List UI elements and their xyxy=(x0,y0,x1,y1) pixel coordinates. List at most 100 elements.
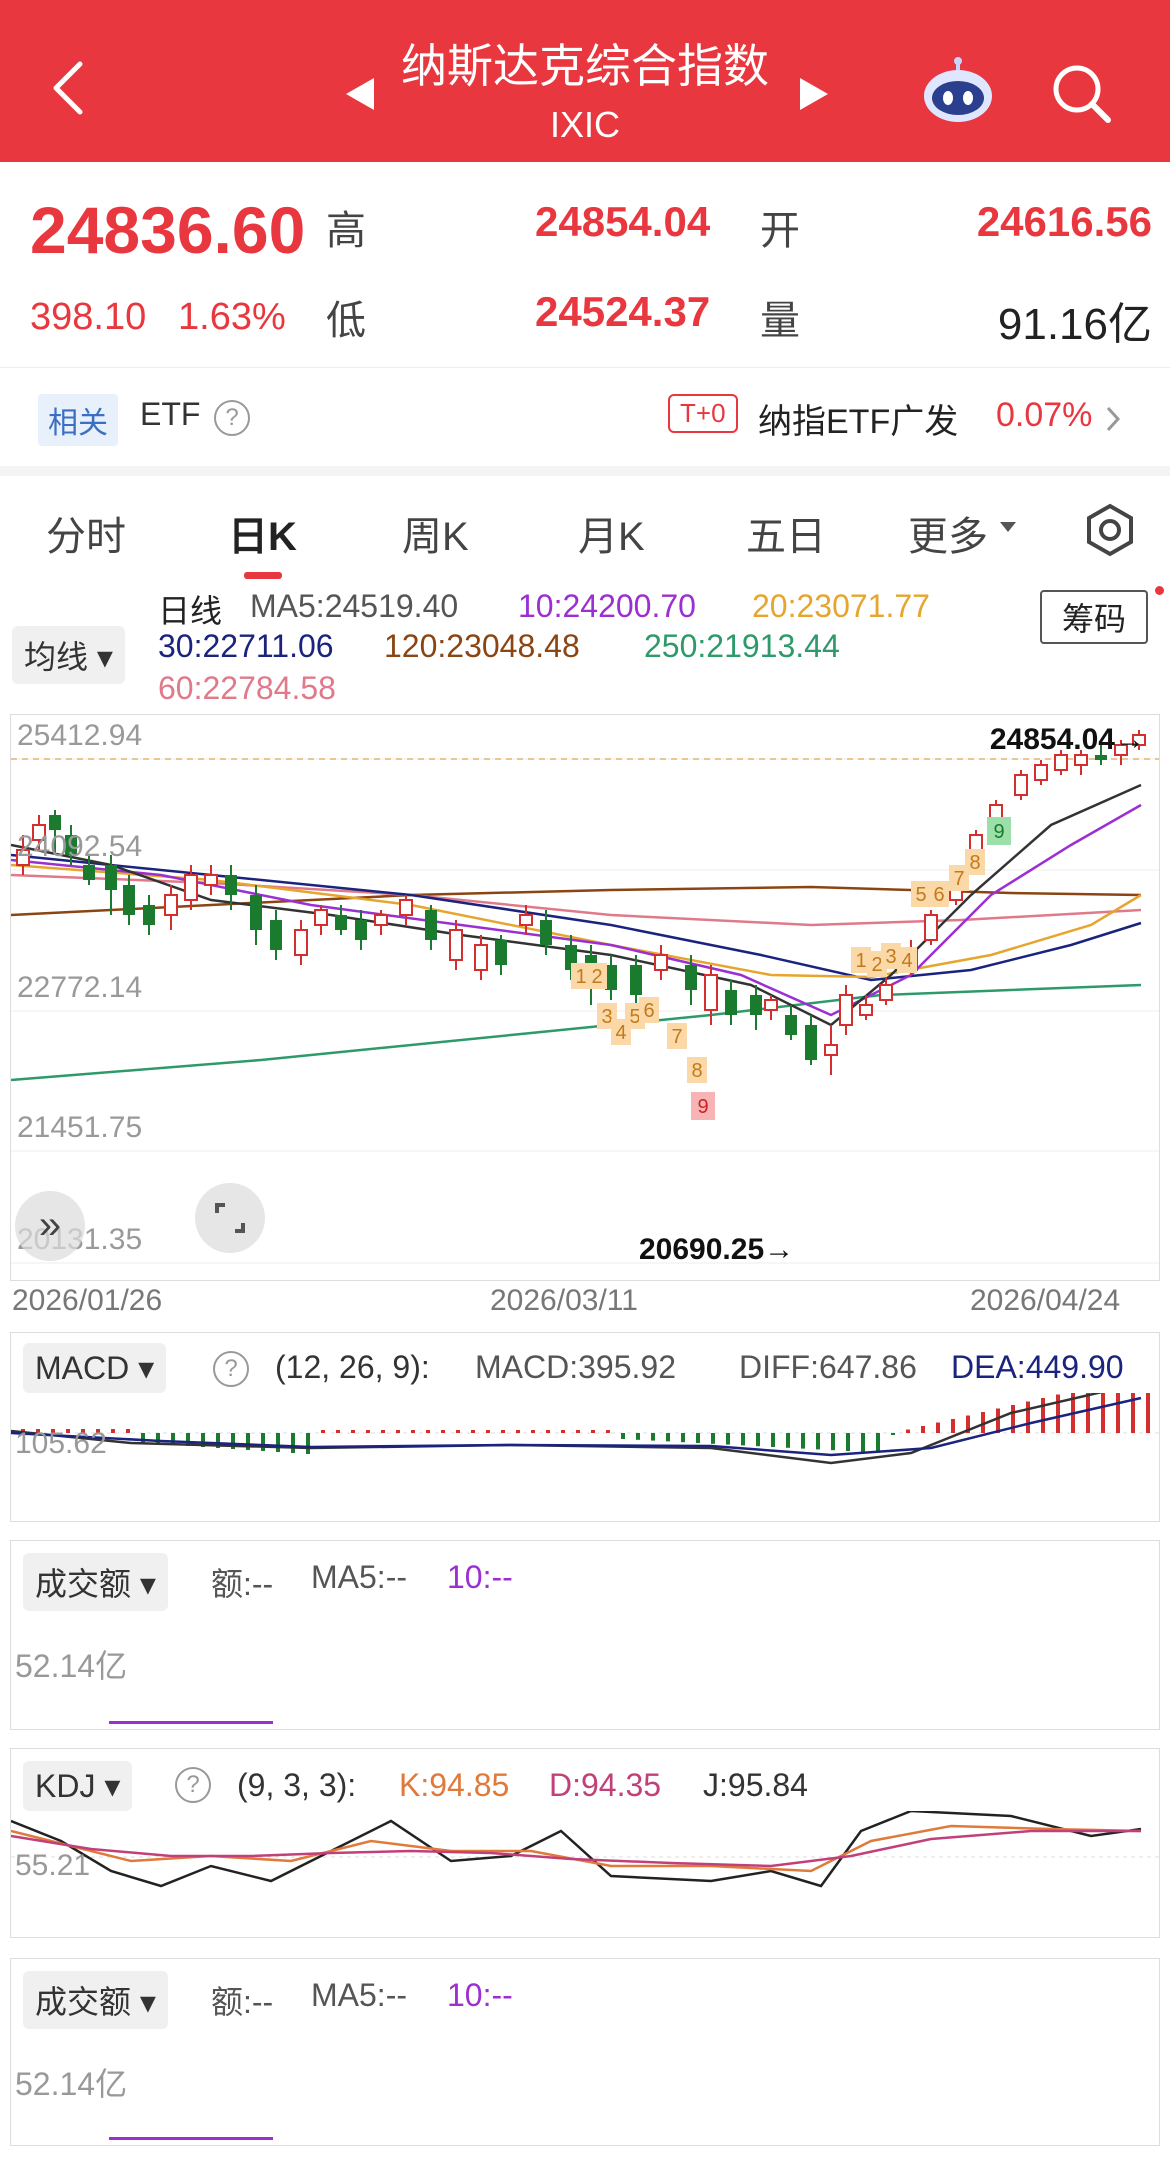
candle-body xyxy=(83,865,95,880)
tab-more[interactable]: 更多 xyxy=(908,515,988,559)
turnover-selector[interactable]: 成交额 ▾ xyxy=(23,1971,168,2029)
page-subtitle: IXIC xyxy=(549,104,620,145)
candle-body xyxy=(143,905,155,925)
macd-bar xyxy=(156,1433,160,1444)
macd-bar xyxy=(816,1433,820,1450)
candle-body xyxy=(123,885,135,915)
turnover-amount: 额:-- xyxy=(211,1566,274,1602)
tab-five-day[interactable]: 五日 xyxy=(746,515,826,559)
robot-icon[interactable] xyxy=(918,56,998,126)
macd-panel[interactable]: MACD ▾ ? (12, 26, 9): MACD:395.92 DIFF:6… xyxy=(10,1332,1160,1522)
macd-bar xyxy=(651,1433,655,1441)
price-change: 398.10 xyxy=(30,296,147,338)
macd-bar xyxy=(771,1433,775,1447)
help-icon[interactable]: ? xyxy=(213,1351,249,1387)
help-icon[interactable]: ? xyxy=(214,400,250,436)
macd-selector[interactable]: MACD ▾ xyxy=(23,1343,167,1393)
macd-bar xyxy=(36,1429,40,1433)
fullscreen-icon[interactable] xyxy=(195,1183,265,1253)
period-tabs: 分时 日K 周K 月K 五日 更多 xyxy=(0,476,1170,586)
chevron-left-icon[interactable] xyxy=(48,58,88,118)
td-count-label: 3 xyxy=(885,946,896,968)
search-icon[interactable] xyxy=(1050,62,1114,126)
turnover-selector[interactable]: 成交额 ▾ xyxy=(23,1553,168,1611)
triangle-left-icon[interactable] xyxy=(342,74,378,114)
expand-icon[interactable]: » xyxy=(15,1191,85,1261)
candle-body xyxy=(250,895,262,930)
candle-body xyxy=(704,974,718,1011)
macd-selector-label: MACD xyxy=(35,1350,130,1386)
macd-bar xyxy=(411,1430,415,1433)
macd-bar xyxy=(636,1433,640,1440)
macd-bar xyxy=(276,1433,280,1452)
related-etf-bar[interactable]: 相关 ETF ? T+0 纳指ETF广发 0.07% xyxy=(0,367,1170,466)
page-title: 纳斯达克综合指数 xyxy=(401,40,769,92)
macd-bar xyxy=(1086,1393,1090,1433)
volume-value: 91.16亿 xyxy=(997,300,1152,349)
turnover-axis-label: 52.14亿 xyxy=(15,1648,128,1684)
candle-body xyxy=(1014,774,1028,796)
triangle-right-icon[interactable] xyxy=(796,74,832,114)
macd-bar xyxy=(141,1433,145,1443)
macd-bar xyxy=(846,1433,850,1451)
macd-bar xyxy=(981,1412,985,1433)
macd-bar xyxy=(306,1433,310,1454)
macd-bar xyxy=(876,1433,880,1453)
candle-body xyxy=(805,1025,817,1060)
td-count-box xyxy=(667,1023,687,1049)
d-value: D:94.35 xyxy=(549,1767,662,1803)
ma20-value: 20:23071.77 xyxy=(752,588,930,624)
candle-body xyxy=(839,994,853,1026)
macd-bar xyxy=(66,1429,70,1433)
ma20-line xyxy=(11,863,1142,979)
kdj-selector[interactable]: KDJ ▾ xyxy=(23,1761,133,1811)
candle-body xyxy=(1034,764,1048,781)
td-count-box xyxy=(571,963,591,989)
fund-name[interactable]: 纳指ETF广发 xyxy=(758,403,959,441)
etf-label: ETF xyxy=(140,396,201,432)
td-count-label: 6 xyxy=(933,884,944,906)
macd-bar xyxy=(471,1430,475,1433)
caret-down-icon xyxy=(1000,522,1016,532)
tab-weekly-k[interactable]: 周K xyxy=(402,515,469,559)
macd-bar xyxy=(1041,1398,1045,1433)
ma-selector[interactable]: 均线 ▾ xyxy=(12,626,125,684)
candle-body xyxy=(449,929,463,961)
ma250-value: 250:21913.44 xyxy=(644,628,840,664)
macd-bar xyxy=(1011,1405,1015,1433)
macd-bar xyxy=(966,1415,970,1433)
turnover-panel[interactable]: 成交额 ▾ 额:-- MA5:-- 10:-- 52.14亿 xyxy=(10,1540,1160,1730)
td-count-label: 4 xyxy=(615,1022,626,1044)
turnover-panel[interactable]: 成交额 ▾ 额:-- MA5:-- 10:-- 52.14亿 xyxy=(10,1958,1160,2146)
tab-daily-k[interactable]: 日K xyxy=(228,515,297,559)
dea-value: DEA:449.90 xyxy=(951,1349,1124,1385)
chips-button[interactable]: 筹码 xyxy=(1040,590,1149,644)
settings-icon[interactable] xyxy=(1082,502,1138,558)
dea-line xyxy=(11,1396,1142,1457)
macd-bar xyxy=(1101,1393,1105,1433)
chart-area: 均线 ▾ 日线 MA5:24519.40 10:24200.70 20:2307… xyxy=(0,586,1170,2181)
candle-body xyxy=(725,990,737,1015)
td-count-label: 2 xyxy=(591,966,602,988)
candle-body xyxy=(335,915,347,930)
td-count-box xyxy=(851,947,871,973)
macd-bar xyxy=(516,1430,520,1433)
kdj-params: (9, 3, 3): xyxy=(237,1767,357,1803)
ma60-value: 60:22784.58 xyxy=(158,670,336,706)
macd-bar xyxy=(486,1430,490,1433)
high-value: 24854.04 xyxy=(535,198,711,245)
d-line xyxy=(11,1829,1141,1868)
tab-intraday[interactable]: 分时 xyxy=(46,515,126,559)
candle-body xyxy=(630,965,642,995)
chevron-right-icon[interactable] xyxy=(1104,404,1124,434)
macd-bar xyxy=(426,1430,430,1433)
tab-monthly-k[interactable]: 月K xyxy=(578,515,645,559)
kdj-axis-label: 55.21 xyxy=(15,1849,91,1882)
k-line xyxy=(11,1824,1142,1873)
k-value: K:94.85 xyxy=(399,1767,510,1803)
candle-body xyxy=(750,995,762,1015)
kdj-panel[interactable]: KDJ ▾ ? (9, 3, 3): K:94.85 D:94.35 J:95.… xyxy=(10,1748,1160,1938)
help-icon[interactable]: ? xyxy=(175,1767,211,1803)
macd-bar xyxy=(861,1433,865,1452)
